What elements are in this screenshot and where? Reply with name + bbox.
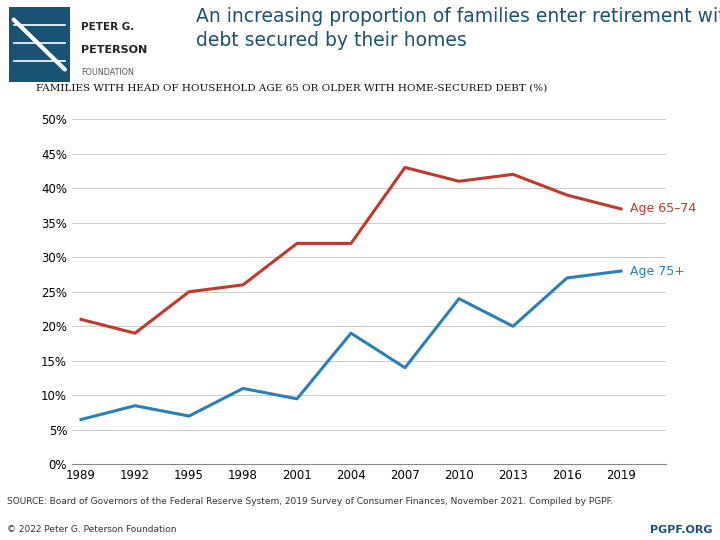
FancyBboxPatch shape	[9, 7, 70, 82]
Text: SOURCE: Board of Governors of the Federal Reserve System, 2019 Survey of Consume: SOURCE: Board of Governors of the Federa…	[7, 497, 613, 506]
Text: FAMILIES WITH HEAD OF HOUSEHOLD AGE 65 OR OLDER WITH HOME-SECURED DEBT (%): FAMILIES WITH HEAD OF HOUSEHOLD AGE 65 O…	[36, 83, 547, 92]
Text: PGPF.ORG: PGPF.ORG	[650, 525, 713, 535]
Text: FOUNDATION: FOUNDATION	[81, 68, 134, 77]
Text: Age 75+: Age 75+	[630, 265, 685, 278]
Text: © 2022 Peter G. Peterson Foundation: © 2022 Peter G. Peterson Foundation	[7, 525, 176, 534]
Text: PETERSON: PETERSON	[81, 45, 148, 55]
Text: PETER G.: PETER G.	[81, 22, 135, 32]
Text: An increasing proportion of families enter retirement with
debt secured by their: An increasing proportion of families ent…	[196, 7, 720, 50]
Text: Age 65–74: Age 65–74	[630, 202, 696, 215]
